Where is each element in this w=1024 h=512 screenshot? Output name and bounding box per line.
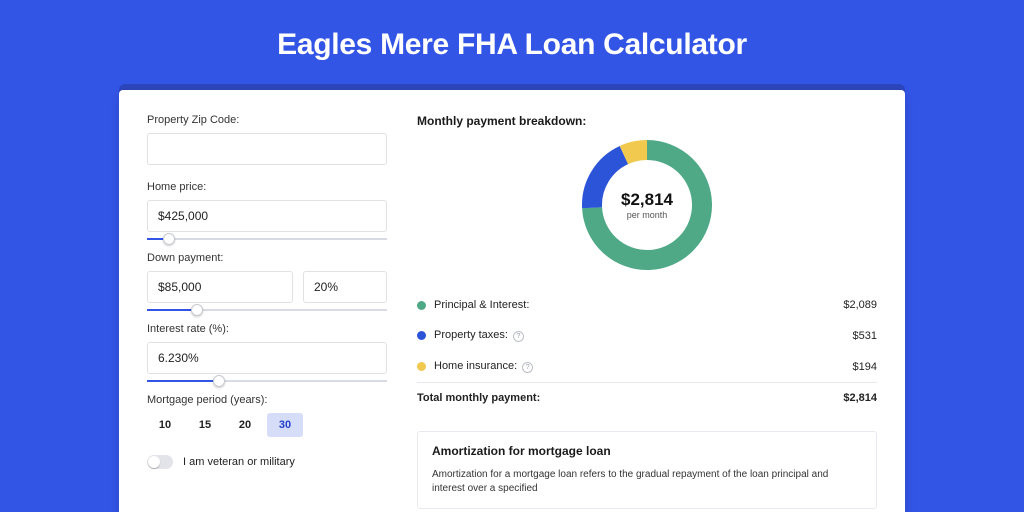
legend-value: $194	[853, 361, 877, 373]
amortization-box: Amortization for mortgage loan Amortizat…	[417, 431, 877, 509]
calculator-card: Property Zip Code: Home price: Down paym…	[119, 90, 905, 512]
label-home-price: Home price:	[147, 181, 387, 193]
legend-total-row: Total monthly payment:$2,814	[417, 382, 877, 413]
legend-label: Home insurance:?	[434, 360, 853, 373]
down-payment-slider[interactable]	[147, 309, 387, 311]
form-group-down-payment: Down payment:	[147, 252, 387, 311]
donut-center: $2,814 per month	[621, 190, 673, 220]
card-backdrop: Property Zip Code: Home price: Down paym…	[119, 84, 905, 512]
breakdown-heading: Monthly payment breakdown:	[417, 114, 877, 128]
form-group-period: Mortgage period (years): 10152030	[147, 394, 387, 437]
page-title: Eagles Mere FHA Loan Calculator	[0, 28, 1024, 62]
donut-sublabel: per month	[621, 210, 673, 220]
label-period: Mortgage period (years):	[147, 394, 387, 406]
legend-dot	[417, 301, 426, 310]
legend-label: Property taxes:?	[434, 329, 853, 342]
page-header: Eagles Mere FHA Loan Calculator	[0, 0, 1024, 84]
slider-thumb[interactable]	[213, 375, 225, 387]
down-payment-pct-input[interactable]	[303, 271, 387, 303]
home-price-slider[interactable]	[147, 238, 387, 240]
donut-amount: $2,814	[621, 190, 673, 210]
form-group-zip: Property Zip Code:	[147, 114, 387, 165]
legend-dot	[417, 331, 426, 340]
period-button-20[interactable]: 20	[227, 413, 263, 437]
interest-rate-slider[interactable]	[147, 380, 387, 382]
legend-row: Property taxes:?$531	[417, 320, 877, 351]
info-icon[interactable]: ?	[522, 362, 533, 373]
veteran-toggle[interactable]	[147, 455, 173, 469]
period-button-row: 10152030	[147, 413, 387, 437]
legend-value: $531	[853, 330, 877, 342]
legend-value: $2,089	[843, 299, 877, 311]
form-group-interest-rate: Interest rate (%):	[147, 323, 387, 382]
info-icon[interactable]: ?	[513, 331, 524, 342]
legend-row: Home insurance:?$194	[417, 351, 877, 382]
form-column: Property Zip Code: Home price: Down paym…	[147, 114, 387, 509]
legend: Principal & Interest:$2,089Property taxe…	[417, 290, 877, 413]
amortization-text: Amortization for a mortgage loan refers …	[432, 468, 862, 496]
down-payment-amount-input[interactable]	[147, 271, 293, 303]
veteran-label: I am veteran or military	[183, 456, 295, 468]
legend-total-value: $2,814	[843, 392, 877, 404]
form-group-home-price: Home price:	[147, 181, 387, 240]
home-price-input[interactable]	[147, 200, 387, 232]
donut-chart: $2,814 per month	[417, 140, 877, 270]
period-button-15[interactable]: 15	[187, 413, 223, 437]
legend-total-label: Total monthly payment:	[417, 392, 843, 404]
label-interest-rate: Interest rate (%):	[147, 323, 387, 335]
slider-thumb[interactable]	[163, 233, 175, 245]
slider-thumb[interactable]	[191, 304, 203, 316]
amortization-title: Amortization for mortgage loan	[432, 444, 862, 458]
period-button-10[interactable]: 10	[147, 413, 183, 437]
legend-label: Principal & Interest:	[434, 299, 843, 311]
label-zip: Property Zip Code:	[147, 114, 387, 126]
veteran-toggle-row: I am veteran or military	[147, 455, 387, 469]
legend-dot	[417, 362, 426, 371]
period-button-30[interactable]: 30	[267, 413, 303, 437]
legend-row: Principal & Interest:$2,089	[417, 290, 877, 320]
breakdown-column: Monthly payment breakdown: $2,814 per mo…	[417, 114, 877, 509]
label-down-payment: Down payment:	[147, 252, 387, 264]
interest-rate-input[interactable]	[147, 342, 387, 374]
zip-input[interactable]	[147, 133, 387, 165]
